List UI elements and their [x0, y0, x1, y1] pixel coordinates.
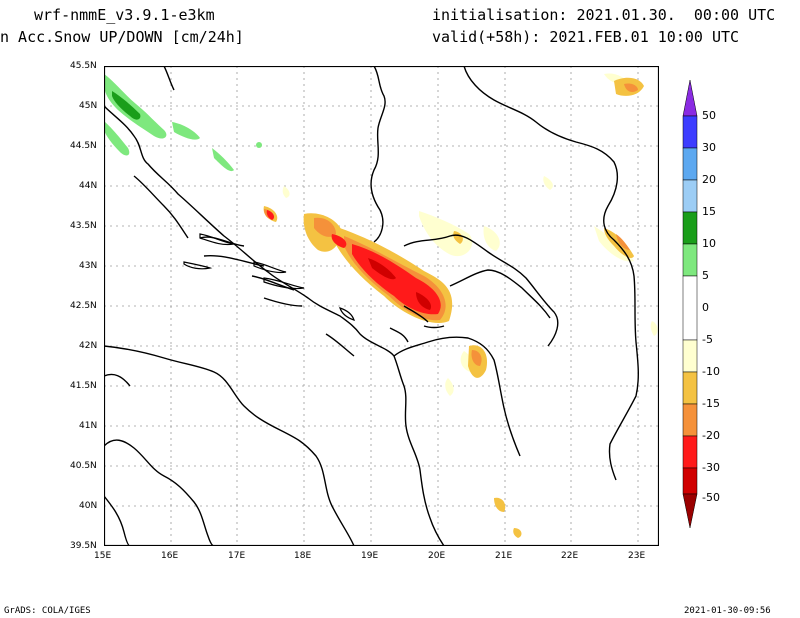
lon-tick: 15E [94, 551, 112, 561]
lon-tick: 21E [495, 551, 513, 561]
lat-tick: 39.5N [70, 541, 97, 551]
valid-time: valid(+58h): 2021.FEB.01 10:00 UTC [432, 28, 740, 46]
colorbar-label: -5 [702, 333, 713, 346]
field-title: n Acc.Snow UP/DOWN [cm/24h] [0, 28, 244, 46]
colorbar-label: 50 [702, 109, 716, 122]
lat-tick: 42.5N [70, 301, 97, 311]
lat-tick: 42N [79, 341, 98, 351]
lat-tick: 40.5N [70, 461, 97, 471]
colorbar-label: 5 [702, 269, 709, 282]
lat-tick: 45N [79, 101, 98, 111]
lon-tick: 22E [561, 551, 579, 561]
colorbar-label: -30 [702, 461, 720, 474]
lon-tick: 20E [428, 551, 446, 561]
init-time: initialisation: 2021.01.30. 00:00 UTC [432, 6, 776, 24]
footer-credit: GrADS: COLA/IGES [4, 606, 91, 616]
colorbar-label: -15 [702, 397, 720, 410]
lat-tick: 41N [79, 421, 98, 431]
lon-tick: 17E [228, 551, 246, 561]
lat-tick: 44N [79, 181, 98, 191]
lat-tick: 45.5N [70, 61, 97, 71]
colorbar-label: 30 [702, 141, 716, 154]
colorbar [682, 80, 698, 529]
lat-tick: 43N [79, 261, 98, 271]
colorbar-label: 15 [702, 205, 716, 218]
colorbar-label: 0 [702, 301, 709, 314]
lat-tick: 40N [79, 501, 98, 511]
snow-map [104, 66, 659, 546]
map-border [104, 66, 659, 546]
colorbar-label: 10 [702, 237, 716, 250]
colorbar-label: 20 [702, 173, 716, 186]
colorbar-label: -10 [702, 365, 720, 378]
snow-accumulation-areas [104, 73, 658, 538]
lon-tick: 18E [294, 551, 312, 561]
lat-tick: 43.5N [70, 221, 97, 231]
lat-tick: 41.5N [70, 381, 97, 391]
lat-tick: 44.5N [70, 141, 97, 151]
lon-tick: 19E [361, 551, 379, 561]
lon-tick: 16E [161, 551, 179, 561]
model-title: wrf-nmmE_v3.9.1-e3km [34, 6, 215, 24]
colorbar-label: -20 [702, 429, 720, 442]
lon-tick: 23E [628, 551, 646, 561]
footer-timestamp: 2021-01-30-09:56 [684, 606, 771, 616]
coastlines-and-borders [104, 66, 639, 546]
colorbar-label: -50 [702, 491, 720, 504]
islands [183, 233, 355, 321]
